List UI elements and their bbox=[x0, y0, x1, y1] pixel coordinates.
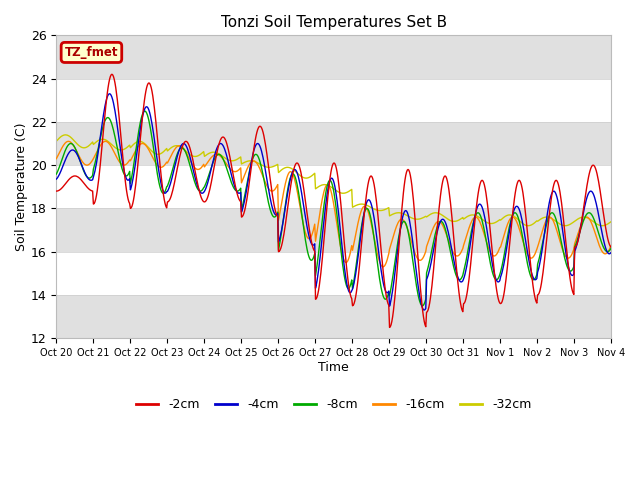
Title: Tonzi Soil Temperatures Set B: Tonzi Soil Temperatures Set B bbox=[221, 15, 447, 30]
X-axis label: Time: Time bbox=[318, 360, 349, 374]
Bar bbox=[56, 208, 611, 252]
Legend: -2cm, -4cm, -8cm, -16cm, -32cm: -2cm, -4cm, -8cm, -16cm, -32cm bbox=[131, 393, 536, 416]
Bar bbox=[56, 122, 611, 165]
Text: TZ_fmet: TZ_fmet bbox=[65, 46, 118, 59]
Bar bbox=[56, 36, 611, 79]
Bar bbox=[56, 295, 611, 338]
Y-axis label: Soil Temperature (C): Soil Temperature (C) bbox=[15, 122, 28, 251]
